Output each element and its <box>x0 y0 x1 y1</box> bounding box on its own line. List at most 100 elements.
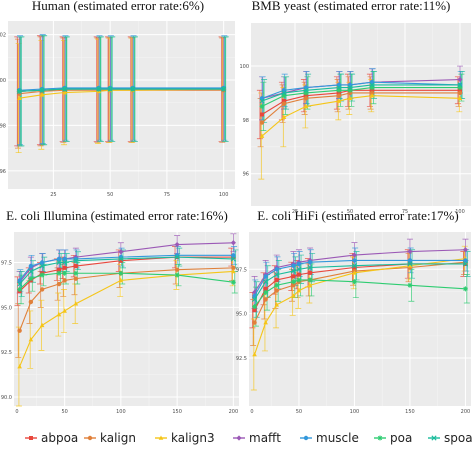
data-point-poa <box>369 85 375 91</box>
data-point-mafft <box>457 76 463 83</box>
y-tick-label: 98 <box>0 123 6 129</box>
legend-label-muscle: muscle <box>316 431 359 445</box>
data-point-abpoa <box>308 270 313 275</box>
data-point-kalign3 <box>118 277 124 283</box>
data-point-abpoa <box>260 112 264 117</box>
data-point-kalign3 <box>347 95 353 101</box>
data-point-kalign3 <box>39 322 45 328</box>
data-point-kalign <box>457 90 463 96</box>
data-point-spoa <box>351 263 358 269</box>
data-point-poa <box>274 282 280 288</box>
data-point-muscle <box>463 258 468 263</box>
y-tick-label: 92.5 <box>1 350 12 356</box>
data-point-kalign <box>28 299 34 305</box>
data-point-spoa <box>462 261 469 267</box>
data-point-poa <box>230 279 236 285</box>
data-point-muscle <box>352 258 357 263</box>
data-point-spoa <box>290 268 296 274</box>
data-point-poa <box>307 277 313 283</box>
data-point-kalign <box>62 278 67 283</box>
data-point-spoa <box>107 86 113 92</box>
chart-panel-2: BMB yeast (estimated error rate:11%) 96 98… <box>239 0 471 215</box>
data-point-abpoa <box>337 90 341 95</box>
y-tick-label: 92.5 <box>236 356 247 362</box>
data-point-muscle <box>291 263 296 268</box>
data-point-spoa <box>303 87 309 93</box>
data-point-spoa <box>457 82 463 88</box>
data-point-spoa <box>56 259 62 266</box>
panel-title: E. coli HiFi (estimated error rate:17%) <box>257 208 458 223</box>
data-point-spoa <box>16 88 22 94</box>
x-tick-label: 100 <box>350 409 360 415</box>
data-point-kalign3 <box>336 98 342 103</box>
data-point-kalign <box>17 328 22 333</box>
data-point-poa <box>17 286 23 292</box>
legend-key-marker-spoa <box>431 435 437 441</box>
data-point-kalign <box>259 120 265 125</box>
data-point-muscle <box>17 278 22 283</box>
data-point-spoa <box>17 281 23 287</box>
y-tick-label: 97.5 <box>236 267 247 273</box>
x-tick-label: 75 <box>402 209 408 215</box>
y-tick-label: 95.0 <box>236 312 247 318</box>
data-point-abpoa <box>73 264 78 269</box>
x-tick-label: 0 <box>250 409 253 415</box>
legend-key-marker-mafft <box>236 435 242 441</box>
legend-key-marker-kalign <box>87 435 93 441</box>
data-point-poa <box>263 289 269 295</box>
data-point-kalign3 <box>407 263 413 268</box>
legend-label-spoa: spoa <box>444 431 473 445</box>
data-point-poa <box>407 282 413 288</box>
data-point-spoa <box>307 264 313 271</box>
y-tick-label: 100 <box>239 64 249 70</box>
data-point-kalign3 <box>281 114 287 119</box>
data-point-spoa <box>221 86 227 92</box>
data-point-kalign3 <box>17 95 22 100</box>
data-point-kalign3 <box>231 268 236 274</box>
data-point-kalign <box>274 288 279 293</box>
y-tick-label: 90.0 <box>1 395 12 401</box>
x-tick-label: 0 <box>15 409 18 415</box>
data-point-poa <box>252 304 258 310</box>
data-point-poa <box>62 270 68 276</box>
chart-panel-3: E. coli Illumina (estimated error rate:1… <box>1 208 239 415</box>
data-point-kalign3 <box>252 352 257 357</box>
data-point-muscle <box>263 274 268 279</box>
x-tick-label: 200 <box>229 409 239 415</box>
plot-background <box>8 21 235 189</box>
data-point-poa <box>39 272 45 278</box>
y-tick-label: 96 <box>243 172 249 178</box>
data-point-muscle <box>28 263 34 269</box>
data-point-kalign3 <box>39 92 45 97</box>
data-point-poa <box>73 270 79 276</box>
data-point-poa <box>336 87 342 93</box>
data-point-spoa <box>62 259 68 266</box>
data-point-spoa <box>39 87 45 93</box>
chart-panel-1: Human (estimated error rate:6%) 96 98 100 10… <box>0 0 235 198</box>
x-tick-label: 25 <box>292 209 298 215</box>
error-bar-spoa <box>18 271 25 297</box>
x-tick-label: 75 <box>164 192 170 198</box>
data-point-kalign3 <box>259 133 265 138</box>
x-tick-label: 50 <box>107 192 113 198</box>
data-point-kalign3 <box>263 320 268 325</box>
data-point-spoa <box>263 279 269 285</box>
data-point-abpoa <box>296 272 301 277</box>
data-point-kalign3 <box>56 312 62 317</box>
legend-key-marker-muscle <box>303 435 309 441</box>
x-tick-label: 150 <box>405 409 415 415</box>
data-point-poa <box>56 270 62 276</box>
data-point-kalign3 <box>457 95 463 101</box>
x-tick-label: 150 <box>172 409 182 415</box>
data-point-kalign3 <box>17 364 22 369</box>
x-tick-label: 25 <box>50 192 56 198</box>
data-point-kalign <box>336 93 342 98</box>
data-point-kalign3 <box>62 308 67 313</box>
data-point-spoa <box>259 98 265 104</box>
data-point-spoa <box>369 82 375 88</box>
legend-key-marker-abpoa <box>29 436 33 440</box>
data-point-kalign3 <box>274 302 280 307</box>
data-point-kalign <box>252 320 257 325</box>
data-point-abpoa <box>274 277 279 282</box>
